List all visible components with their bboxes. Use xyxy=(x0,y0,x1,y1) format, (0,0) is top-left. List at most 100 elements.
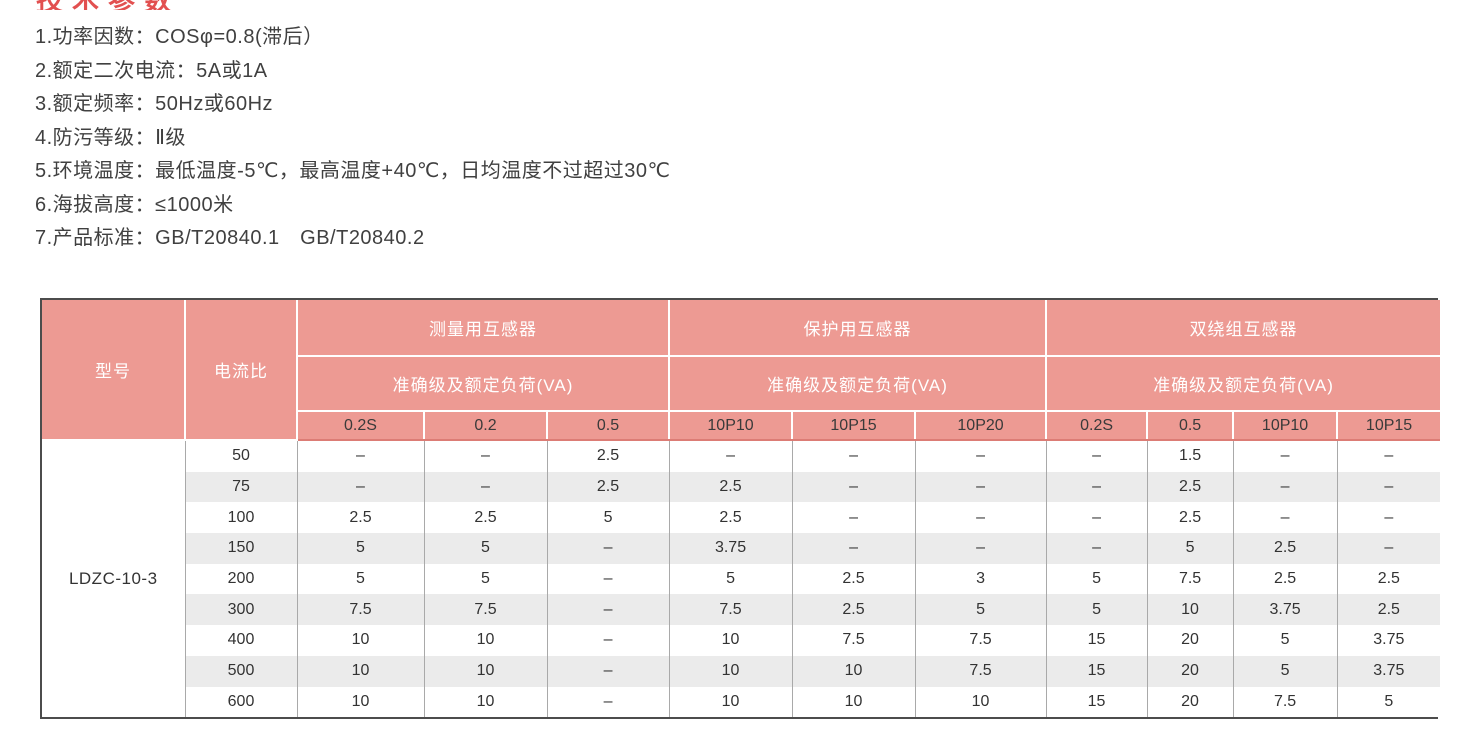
value-cell: 2.5 xyxy=(1336,563,1441,595)
header-group-dual-winding: 双绕组互感器 xyxy=(1045,300,1441,357)
value-cell: – xyxy=(546,655,670,687)
value-cell: 3.75 xyxy=(1232,594,1338,626)
table-row: 300 7.5 7.5–7.5 2.5 5 5 10 3.75 2.5 xyxy=(42,594,1441,626)
value-cell: 5 xyxy=(914,594,1047,626)
value-cell: – xyxy=(546,625,670,656)
value-cell: – xyxy=(296,471,424,503)
value-cell: – xyxy=(1232,502,1338,534)
header-class: 0.2S xyxy=(297,410,425,441)
value-cell: 15 xyxy=(1045,655,1148,687)
value-cell: 5 xyxy=(1336,686,1441,718)
value-cell: 7.5 xyxy=(423,594,547,626)
value-cell: 5 xyxy=(1045,563,1148,595)
value-cell: 10 xyxy=(791,655,916,687)
spec-line-7: 7.产品标准：GB/T20840.1 GB/T20840.2 xyxy=(35,227,425,249)
spec-list: 1.功率因数：COSφ=0.8(滞后） 2.额定二次电流：5A或1A 3.额定频… xyxy=(35,21,671,256)
header-sub-dual-winding: 准确级及额定负荷(VA) xyxy=(1045,355,1441,412)
table-row: 400 10 10–10 7.5 7.5 15 20 5 3.75 xyxy=(42,625,1441,656)
header-class: 0.5 xyxy=(1146,410,1235,441)
header-class: 0.2S xyxy=(1045,410,1149,441)
spec-line-2: 2.额定二次电流：5A或1A xyxy=(35,59,268,82)
table-row: LDZC-10-3 50– –2.5– – – –1.5– – xyxy=(42,440,1441,718)
value-cell: 10 xyxy=(423,655,547,687)
ratio-cell: 150 xyxy=(184,533,297,564)
value-cell: 2.5 xyxy=(1336,594,1441,626)
value-cell: – xyxy=(1336,471,1441,503)
value-cell: – xyxy=(668,440,793,472)
value-cell: – xyxy=(791,502,916,534)
header-model: 型号 xyxy=(42,300,186,441)
value-cell: 10 xyxy=(296,625,424,656)
header-row-subtitles: 准确级及额定负荷(VA) 准确级及额定负荷(VA) 准确级及额定负荷(VA) xyxy=(42,355,1441,412)
value-cell: – xyxy=(546,594,670,626)
page-title-text: 技术参数 xyxy=(36,0,336,10)
header-class: 10P15 xyxy=(1336,410,1441,441)
value-cell: 10 xyxy=(668,686,793,718)
value-cell: – xyxy=(1336,533,1441,564)
value-cell: – xyxy=(546,533,670,564)
value-cell: 5 xyxy=(296,563,424,595)
value-cell: 3 xyxy=(914,563,1047,595)
header-sub-protection: 准确级及额定负荷(VA) xyxy=(668,355,1048,412)
value-cell: – xyxy=(1336,440,1441,472)
value-cell: – xyxy=(546,563,670,595)
value-cell: – xyxy=(423,440,547,472)
value-cell: 7.5 xyxy=(791,625,916,656)
value-cell: – xyxy=(1045,502,1148,534)
value-cell: 2.5 xyxy=(668,471,793,503)
table-row: 500 10 10–10 10 7.5 15 20 5 3.75 xyxy=(42,655,1441,687)
ratings-table-wrap: 型号 电流比 测量用互感器 保护用互感器 双绕组互感器 准确级及额定负荷(VA)… xyxy=(40,298,1441,720)
value-cell: 5 xyxy=(296,533,424,564)
value-cell: 2.5 xyxy=(1146,471,1234,503)
value-cell: 7.5 xyxy=(1232,686,1338,718)
ratio-cell: 500 xyxy=(184,655,297,687)
value-cell: 2.5 xyxy=(1146,502,1234,534)
value-cell: 2.5 xyxy=(423,502,547,534)
value-cell: 5 xyxy=(423,533,547,564)
header-group-protection: 保护用互感器 xyxy=(668,300,1048,357)
ratio-cell: 75 xyxy=(184,471,297,503)
ratio-cell: 400 xyxy=(184,625,297,656)
table-row: 75– –2.5 2.5– – –2.5– – xyxy=(42,471,1441,503)
value-cell: 2.5 xyxy=(1232,563,1338,595)
value-cell: – xyxy=(791,533,916,564)
spec-line-6: 6.海拔高度：≤1000米 xyxy=(35,193,234,216)
spec-line-5: 5.环境温度：最低温度-5℃，最高温度+40℃，日均温度不过超过30℃ xyxy=(35,160,671,182)
value-cell: 10 xyxy=(914,686,1047,718)
value-cell: 3.75 xyxy=(1336,625,1441,656)
value-cell: 3.75 xyxy=(668,533,793,564)
value-cell: 10 xyxy=(423,686,547,718)
header-class: 10P15 xyxy=(791,410,917,441)
value-cell: 15 xyxy=(1045,625,1148,656)
spec-line-4: 4.防污等级：Ⅱ级 xyxy=(35,126,187,149)
value-cell: 7.5 xyxy=(296,594,424,626)
value-cell: 3.75 xyxy=(1336,655,1441,687)
value-cell: 20 xyxy=(1146,686,1234,718)
value-cell: 5 xyxy=(1045,594,1148,626)
model-cell: LDZC-10-3 xyxy=(42,440,185,718)
value-cell: – xyxy=(296,440,424,472)
value-cell: 5 xyxy=(668,563,793,595)
value-cell: 5 xyxy=(1232,625,1338,656)
value-cell: 10 xyxy=(296,686,424,718)
value-cell: – xyxy=(914,471,1047,503)
header-ratio: 电流比 xyxy=(184,300,298,441)
value-cell: 7.5 xyxy=(914,625,1047,656)
header-class: 10P10 xyxy=(668,410,794,441)
value-cell: 7.5 xyxy=(914,655,1047,687)
ratio-cell: 100 xyxy=(184,502,297,534)
value-cell: 5 xyxy=(546,502,670,534)
header-group-measuring: 测量用互感器 xyxy=(295,300,671,357)
value-cell: 2.5 xyxy=(546,440,670,472)
value-cell: 10 xyxy=(668,625,793,656)
header-class: 10P10 xyxy=(1232,410,1339,441)
value-cell: 20 xyxy=(1146,655,1234,687)
value-cell: 10 xyxy=(791,686,916,718)
header-class: 10P20 xyxy=(914,410,1048,441)
table-body: LDZC-10-3 50– –2.5– – – –1.5– –75– –2.5 2.5– – –2.… xyxy=(42,440,1441,718)
value-cell: – xyxy=(423,471,547,503)
ratio-cell: 200 xyxy=(184,563,297,595)
spec-line-3: 3.额定频率：50Hz或60Hz xyxy=(35,93,274,115)
ratio-cell: 50 xyxy=(184,440,297,472)
value-cell: – xyxy=(1045,471,1148,503)
